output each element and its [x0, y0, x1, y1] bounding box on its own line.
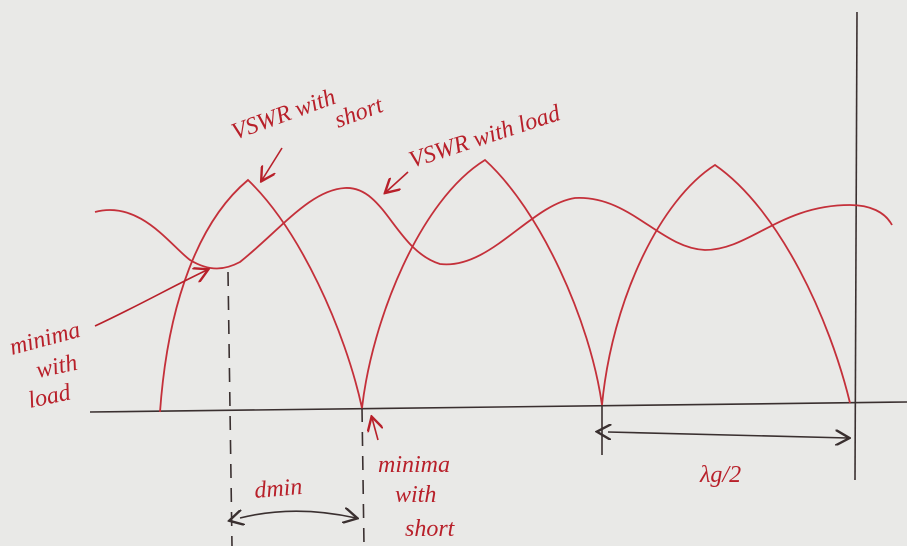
page: VSWR with short VSWR with load minima wi…	[0, 0, 907, 546]
half-wavelength-arrow	[608, 432, 848, 438]
vswr-short-curve	[160, 160, 850, 412]
dashed-marker	[228, 272, 232, 546]
label: λg/2	[699, 462, 741, 488]
pointer-arrow	[262, 148, 282, 180]
label: dmin	[253, 474, 303, 504]
label: short	[331, 92, 388, 134]
pointer-arrow	[386, 172, 408, 192]
label: load	[26, 379, 74, 414]
label: short	[405, 516, 456, 542]
baseline	[90, 402, 907, 412]
label: VSWR with load	[406, 100, 565, 174]
label: with	[34, 350, 80, 384]
vswr-load-curve	[95, 188, 892, 269]
label: with	[395, 482, 436, 508]
dmin-arrow	[240, 511, 356, 518]
load-plane	[855, 12, 857, 480]
dashed-marker	[362, 408, 364, 546]
diagram: VSWR with short VSWR with load minima wi…	[0, 0, 907, 546]
pointer-arrow	[95, 270, 207, 326]
label: minima	[378, 452, 450, 478]
pointer-arrow	[372, 418, 378, 440]
label: VSWR with	[228, 84, 339, 146]
